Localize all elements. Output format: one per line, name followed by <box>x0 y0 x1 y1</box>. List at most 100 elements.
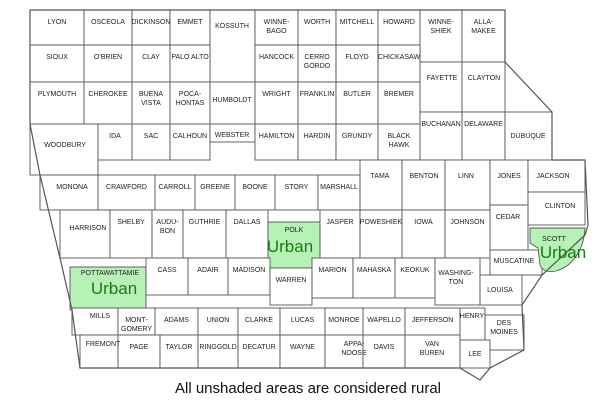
county-hardin <box>297 123 337 161</box>
county-wright <box>254 81 299 125</box>
county-label-clayton: CLAYTON <box>468 75 500 82</box>
county-label-allamakee: MAKEE <box>471 28 496 35</box>
county-howard <box>377 9 421 46</box>
county-label-obrien: O'BRIEN <box>94 54 122 61</box>
urban-label-polk: Urban <box>267 237 313 256</box>
county-label-page: PAGE <box>130 344 149 351</box>
county-label-cass: CASS <box>157 267 176 274</box>
county-label-butler: BUTLER <box>343 91 371 98</box>
county-label-blackhawk: HAWK <box>389 142 410 149</box>
county-label-mitchell: MITCHELL <box>340 19 375 26</box>
county-label-crawford: CRAWFORD <box>106 184 147 191</box>
county-label-decatur: DECATUR <box>242 344 275 351</box>
county-label-johnson: JOHNSON <box>450 219 484 226</box>
county-label-mills: MILLS <box>90 313 111 320</box>
county-label-plymouth: PLYMOUTH <box>38 91 76 98</box>
county-page <box>117 334 161 369</box>
county-madison <box>227 257 271 296</box>
county-woodbury <box>29 123 99 176</box>
county-shelby <box>109 209 153 259</box>
state-outline <box>29 9 589 381</box>
rural-footnote: All unshaded areas are considered rural <box>175 380 441 397</box>
county-label-winneshiek: SHIEK <box>430 28 451 35</box>
county-tama <box>359 159 403 211</box>
county-label-marion: MARION <box>319 267 347 274</box>
county-poweshiek <box>359 209 403 259</box>
county-label-winnebago: WINNE- <box>264 19 290 26</box>
county-winneshiek <box>419 9 463 63</box>
county-keokuk <box>394 257 436 299</box>
county-lee <box>459 339 491 369</box>
county-label-woodbury: WOODBURY <box>44 142 86 149</box>
county-floyd <box>335 44 379 83</box>
county-label-muscatine: MUSCATINE <box>494 258 535 265</box>
county-label-cherokee: CHEROKEE <box>88 91 128 98</box>
county-jefferson <box>404 307 461 336</box>
county-label-hancock: HANCOCK <box>259 54 294 61</box>
county-label-washington: WASHING- <box>438 270 474 277</box>
county-warren <box>269 267 313 306</box>
county-label-winneshiek: WINNE- <box>428 19 454 26</box>
county-label-marshall: MARSHALL <box>320 184 358 191</box>
county-ringgold <box>197 334 239 369</box>
county-fayette <box>419 61 463 113</box>
county-ida <box>97 123 133 161</box>
county-plymouth <box>29 81 85 125</box>
county-label-lyon: LYON <box>48 19 67 26</box>
county-label-winnebago: BAGO <box>266 28 287 35</box>
county-label-calhoun: CALHOUN <box>173 133 207 140</box>
county-cherokee <box>83 81 133 125</box>
county-label-washington: TON <box>449 279 464 286</box>
county-dickinson <box>131 9 171 46</box>
county-clarke <box>237 307 281 336</box>
county-label-audubon: AUDU- <box>156 219 179 226</box>
county-cerrogordo <box>297 44 337 83</box>
county-label-adair: ADAIR <box>197 267 218 274</box>
county-label-appanoose: NOOSE <box>341 350 367 357</box>
county-label-jones: JONES <box>497 173 521 180</box>
county-sac <box>131 123 171 161</box>
county-hancock <box>254 44 299 83</box>
county-label-taylor: TAYLOR <box>166 344 193 351</box>
county-bremer <box>377 81 421 125</box>
county-label-keokuk: KEOKUK <box>400 267 430 274</box>
county-harrison <box>59 209 111 259</box>
county-union <box>197 307 239 336</box>
county-clay <box>131 44 171 83</box>
county-obrien <box>83 44 133 83</box>
county-label-carroll: CARROLL <box>158 184 191 191</box>
county-label-adams: ADAMS <box>164 317 189 324</box>
county-label-buenavista: VISTA <box>141 100 161 107</box>
county-boone <box>234 174 276 211</box>
county-label-bremer: BREMER <box>384 91 414 98</box>
county-label-worth: WORTH <box>304 19 330 26</box>
county-cass <box>145 257 189 296</box>
urban-label-scott: Urban <box>540 243 586 262</box>
county-label-scott: SCOTT <box>542 236 566 243</box>
county-label-linn: LINN <box>458 173 474 180</box>
county-label-webster: WEBSTER <box>215 132 250 139</box>
county-label-franklin: FRANKLIN <box>300 91 335 98</box>
county-buchanan <box>419 111 463 161</box>
county-crawford <box>97 174 156 211</box>
county-taylor <box>159 334 199 369</box>
county-carroll <box>154 174 196 211</box>
county-pottawattamie <box>69 266 147 311</box>
county-label-appanoose: APPA- <box>344 341 365 348</box>
county-guthrie <box>182 209 227 259</box>
county-adams <box>154 307 199 336</box>
county-hamilton <box>254 123 299 161</box>
county-label-vanburen: BUREN <box>420 350 445 357</box>
county-label-clay: CLAY <box>142 54 160 61</box>
county-label-buenavista: BUENA <box>139 91 163 98</box>
county-audubon <box>151 209 184 259</box>
county-label-hamilton: HAMILTON <box>259 133 295 140</box>
county-label-pocahontas: HONTAS <box>176 100 205 107</box>
county-label-jackson: JACKSON <box>536 173 569 180</box>
county-decatur <box>237 334 281 369</box>
county-label-madison: MADISON <box>233 267 266 274</box>
county-calhoun <box>169 123 211 161</box>
county-label-benton: BENTON <box>409 173 438 180</box>
county-mitchell <box>335 9 379 46</box>
county-label-lucas: LUCAS <box>291 317 315 324</box>
